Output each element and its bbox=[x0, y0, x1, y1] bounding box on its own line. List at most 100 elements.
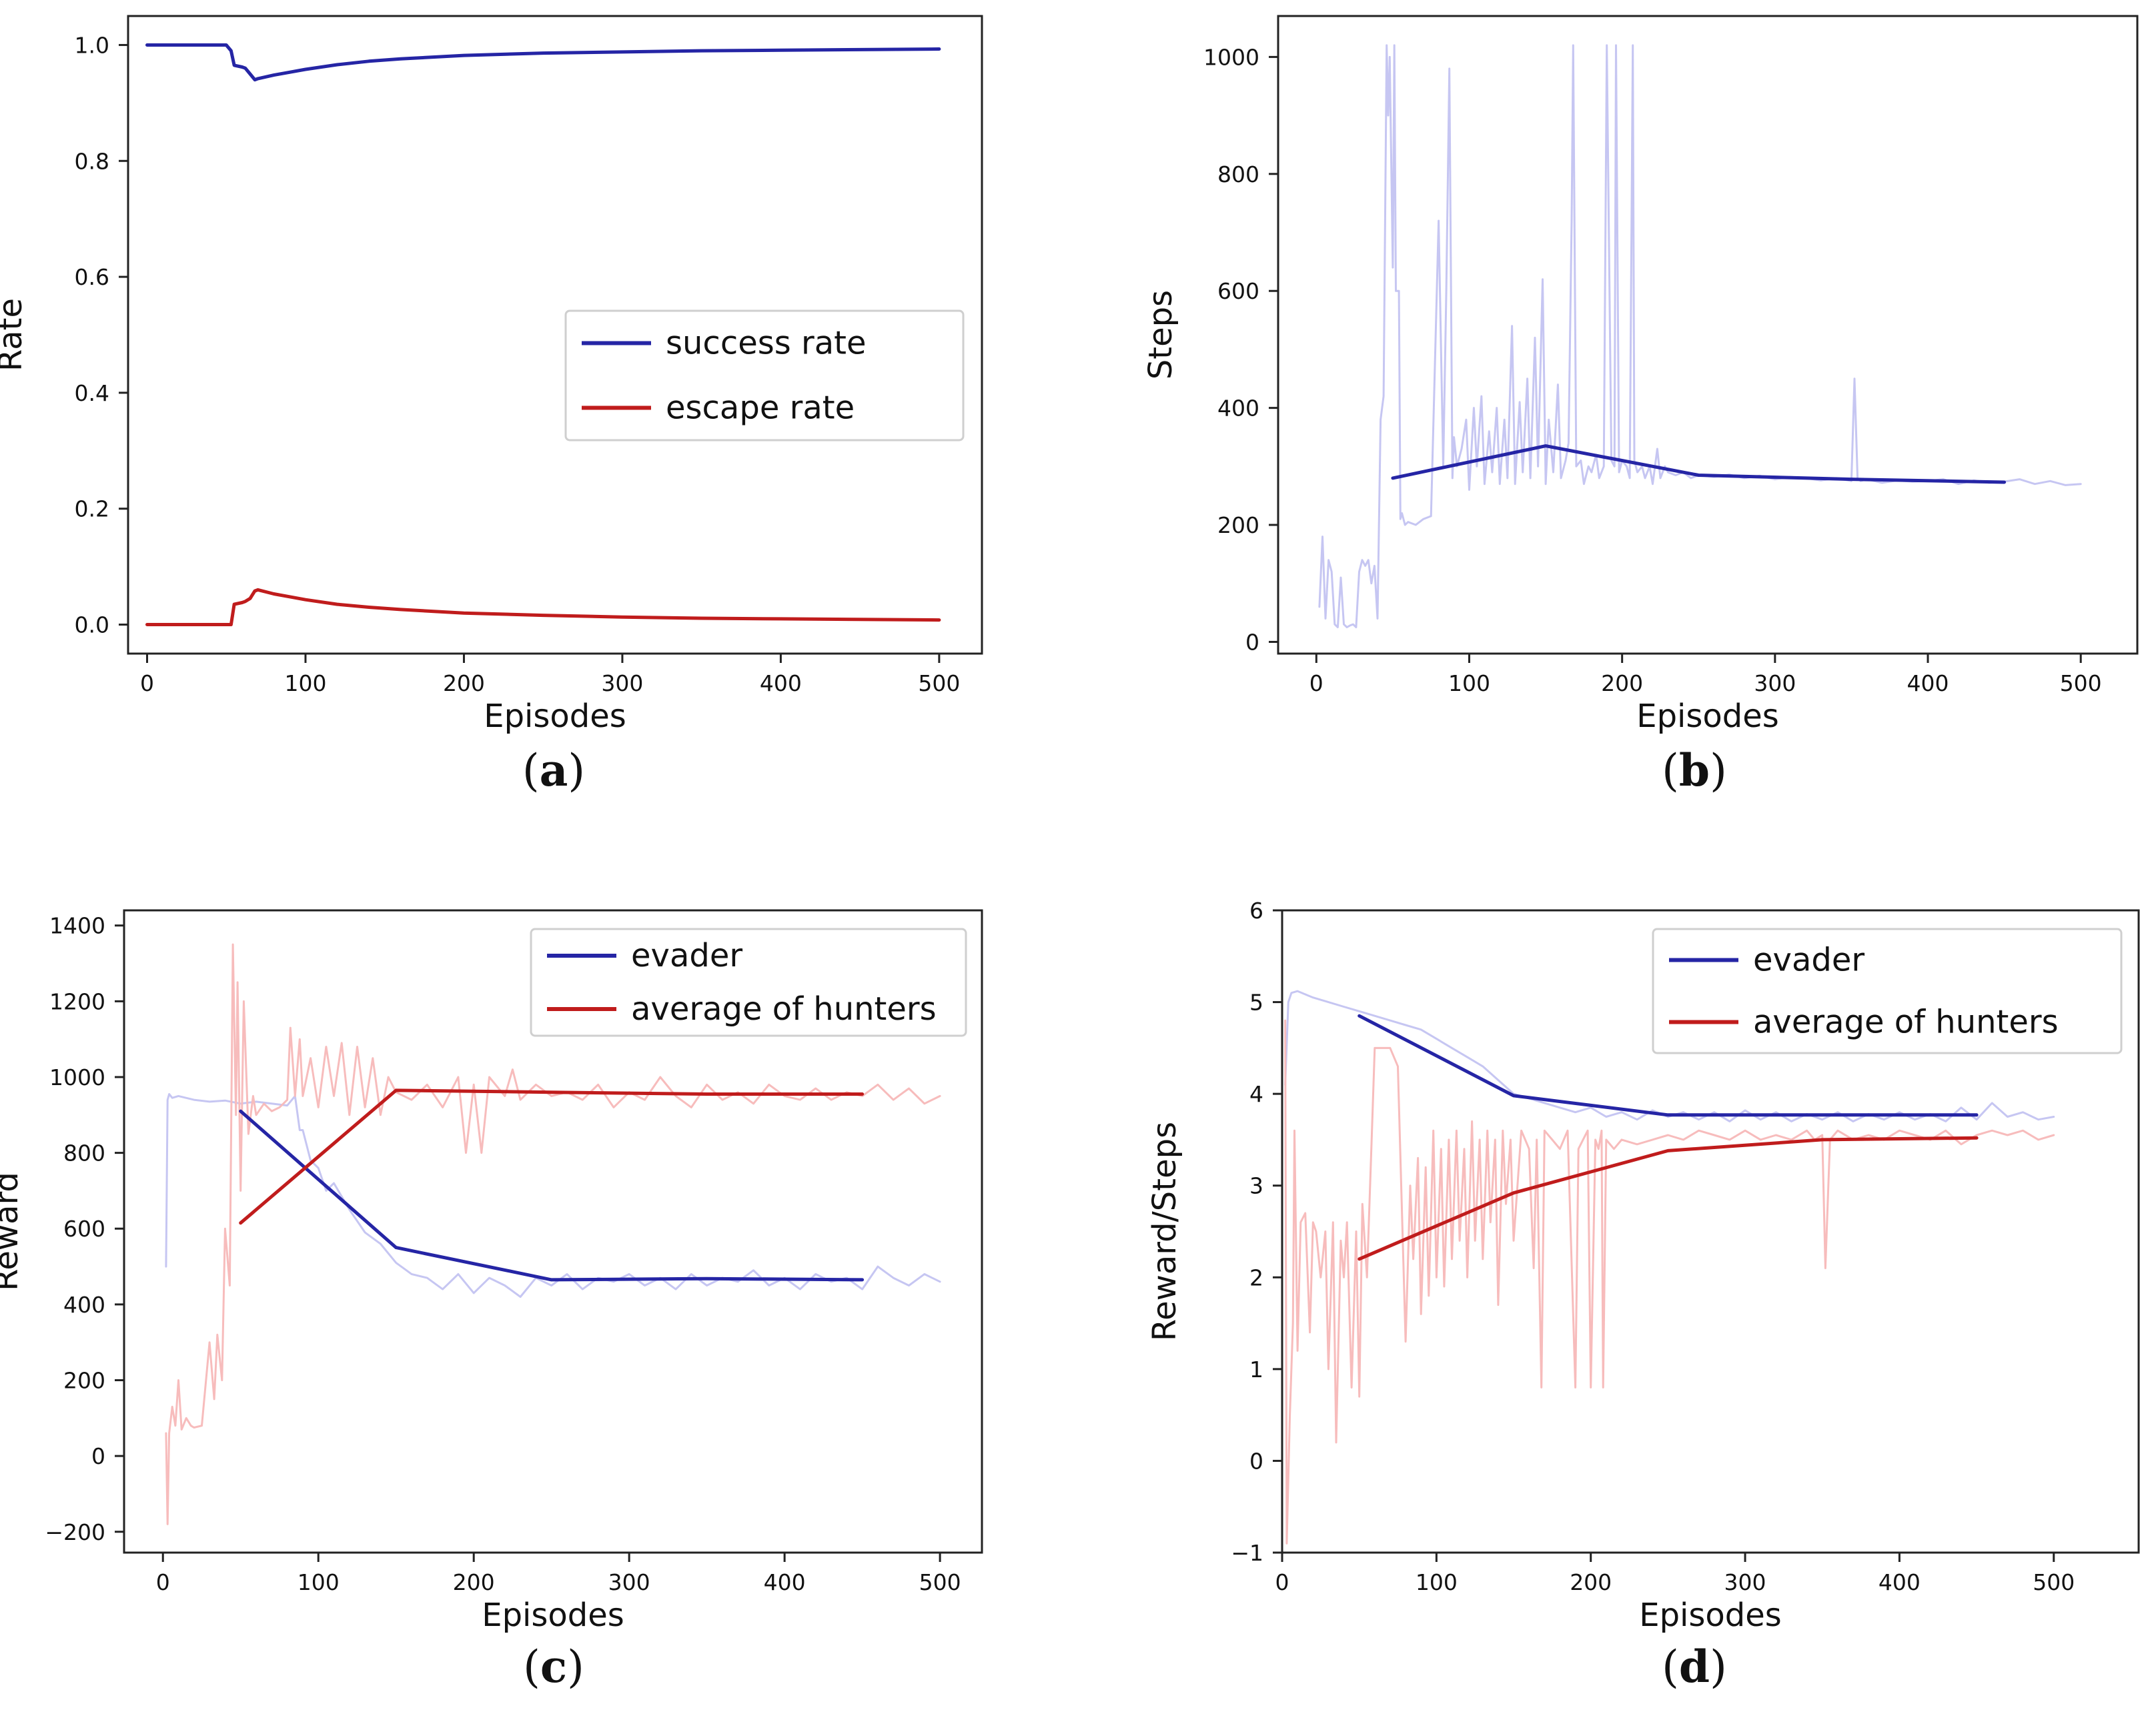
legend-box bbox=[564, 309, 965, 442]
series-line-success-rate-0 bbox=[145, 43, 941, 82]
x-tick-label: 100 bbox=[298, 1569, 340, 1595]
y-tick-label: 600 bbox=[1217, 278, 1259, 304]
y-tick-label: 0 bbox=[91, 1443, 105, 1469]
series-line-raw-0 bbox=[165, 1093, 941, 1298]
y-tick-label: 0 bbox=[1249, 1448, 1263, 1474]
x-tick-label: 0 bbox=[156, 1569, 170, 1595]
series-line-escape-rate-1 bbox=[145, 588, 941, 626]
y-tick-label: 400 bbox=[1217, 395, 1259, 421]
legend: evader average of hunters bbox=[530, 928, 967, 1037]
x-tick-label: 100 bbox=[1416, 1569, 1458, 1595]
legend-label: escape rate bbox=[666, 389, 855, 427]
panel-a: 0 100 200 300 400 500 0.0 0.2 0.4 0.6 0.8 1.0 Episod… bbox=[0, 15, 983, 796]
x-tick-label: 500 bbox=[2033, 1569, 2075, 1595]
y-tick-label: 1000 bbox=[49, 1064, 105, 1090]
y-tick-label: 1 bbox=[1249, 1357, 1263, 1383]
x-tick-label: 100 bbox=[1448, 670, 1490, 696]
x-tick-label: 200 bbox=[1601, 670, 1643, 696]
series-line-average-of-hunters-3 bbox=[1358, 1136, 1979, 1261]
plot-area bbox=[145, 43, 941, 626]
x-tick-label: 400 bbox=[1878, 1569, 1921, 1595]
y-tick-label: 200 bbox=[63, 1367, 105, 1393]
panel-caption: (a) bbox=[522, 744, 585, 796]
panel-c: 0 100 200 300 400 500 −200 0 200 400 600 800 1000 120… bbox=[0, 909, 983, 1693]
x-tick-label: 100 bbox=[284, 670, 326, 696]
series-line-raw-0 bbox=[1284, 990, 2055, 1122]
y-axis-label: Reward/Steps bbox=[1146, 1122, 1183, 1341]
y-tick-label: 800 bbox=[1217, 161, 1259, 187]
y-tick-label: 0 bbox=[1245, 629, 1259, 655]
panel-caption: (d) bbox=[1662, 1641, 1727, 1693]
y-tick-label: 400 bbox=[63, 1292, 105, 1318]
x-tick-label: 300 bbox=[1724, 1569, 1766, 1595]
y-tick-label: 0.4 bbox=[75, 380, 109, 406]
x-tick-label: 500 bbox=[918, 670, 960, 696]
x-axis-label: Episodes bbox=[1636, 698, 1779, 735]
x-tick-label: 200 bbox=[443, 670, 485, 696]
y-tick-label: 4 bbox=[1249, 1081, 1263, 1107]
x-tick-label: 300 bbox=[601, 670, 643, 696]
y-tick-label: 1200 bbox=[49, 988, 105, 1014]
panel-d: 0 100 200 300 400 500 −1 0 1 2 3 4 5 6 Episodes Reward/… bbox=[1146, 898, 2140, 1693]
x-tick-label: 400 bbox=[760, 670, 802, 696]
legend-box bbox=[1652, 928, 2123, 1054]
legend-label: evader bbox=[1753, 942, 1864, 979]
x-tick-label: 0 bbox=[1309, 670, 1323, 696]
x-tick-label: 500 bbox=[2060, 670, 2102, 696]
series-line-evader-2 bbox=[1358, 1014, 1979, 1117]
series-line-evader-2 bbox=[239, 1109, 865, 1282]
series-line-raw-1 bbox=[1284, 1019, 2055, 1545]
axes-frame bbox=[1281, 909, 2140, 1554]
series-line-average-of-hunters-3 bbox=[239, 1088, 865, 1225]
x-axis-label: Episodes bbox=[1639, 1597, 1782, 1634]
y-tick-label: 1000 bbox=[1203, 44, 1259, 70]
legend-box bbox=[530, 928, 967, 1037]
y-tick-label: 0.6 bbox=[75, 264, 109, 290]
y-axis-label: Reward bbox=[0, 1172, 25, 1291]
axes-frame bbox=[123, 909, 983, 1554]
x-tick-label: 400 bbox=[1907, 670, 1949, 696]
y-tick-label: 0.8 bbox=[75, 148, 109, 174]
legend-label: average of hunters bbox=[1753, 1004, 2059, 1041]
y-tick-label: 2 bbox=[1249, 1264, 1263, 1291]
y-tick-label: 1400 bbox=[49, 913, 105, 939]
y-tick-label: 0.2 bbox=[75, 496, 109, 522]
x-tick-label: 200 bbox=[1570, 1569, 1612, 1595]
y-tick-label: 6 bbox=[1249, 898, 1263, 924]
legend-label: success rate bbox=[666, 325, 867, 362]
x-axis-label: Episodes bbox=[484, 698, 626, 735]
plot-area bbox=[1284, 990, 2055, 1545]
legend-label: average of hunters bbox=[631, 990, 937, 1028]
y-axis-label: Steps bbox=[1142, 290, 1179, 379]
x-tick-label: 0 bbox=[1275, 1569, 1289, 1595]
x-tick-label: 200 bbox=[453, 1569, 495, 1595]
x-tick-label: 400 bbox=[764, 1569, 806, 1595]
series-line-raw-1 bbox=[165, 943, 941, 1525]
y-axis-label: Rate bbox=[0, 298, 29, 371]
plot-area bbox=[165, 943, 941, 1525]
legend: success rate escape rate bbox=[564, 309, 965, 442]
y-tick-label: −200 bbox=[45, 1519, 105, 1545]
axes-frame bbox=[1277, 15, 2139, 655]
series-line-raw-0 bbox=[1318, 44, 2082, 628]
y-tick-label: −1 bbox=[1231, 1540, 1263, 1566]
y-tick-label: 5 bbox=[1249, 990, 1263, 1016]
x-axis-label: Episodes bbox=[482, 1597, 624, 1634]
y-tick-label: 800 bbox=[63, 1140, 105, 1166]
panel-caption: (b) bbox=[1662, 744, 1727, 796]
y-tick-label: 600 bbox=[63, 1216, 105, 1242]
legend-label: evader bbox=[631, 937, 742, 974]
axes-frame bbox=[127, 15, 983, 655]
x-tick-label: 300 bbox=[1754, 670, 1796, 696]
panel-caption: (c) bbox=[523, 1641, 584, 1693]
x-tick-label: 500 bbox=[919, 1569, 961, 1595]
series-line-smoothed-1 bbox=[1391, 444, 2007, 484]
panel-b: 0 100 200 300 400 500 0 200 400 600 800 1000 Episode… bbox=[1142, 15, 2139, 796]
x-tick-label: 300 bbox=[608, 1569, 650, 1595]
y-tick-label: 0.0 bbox=[75, 612, 109, 638]
plot-area bbox=[1318, 44, 2082, 628]
y-tick-label: 3 bbox=[1249, 1173, 1263, 1199]
legend: evader average of hunters bbox=[1652, 928, 2123, 1054]
y-tick-label: 1.0 bbox=[75, 32, 109, 58]
